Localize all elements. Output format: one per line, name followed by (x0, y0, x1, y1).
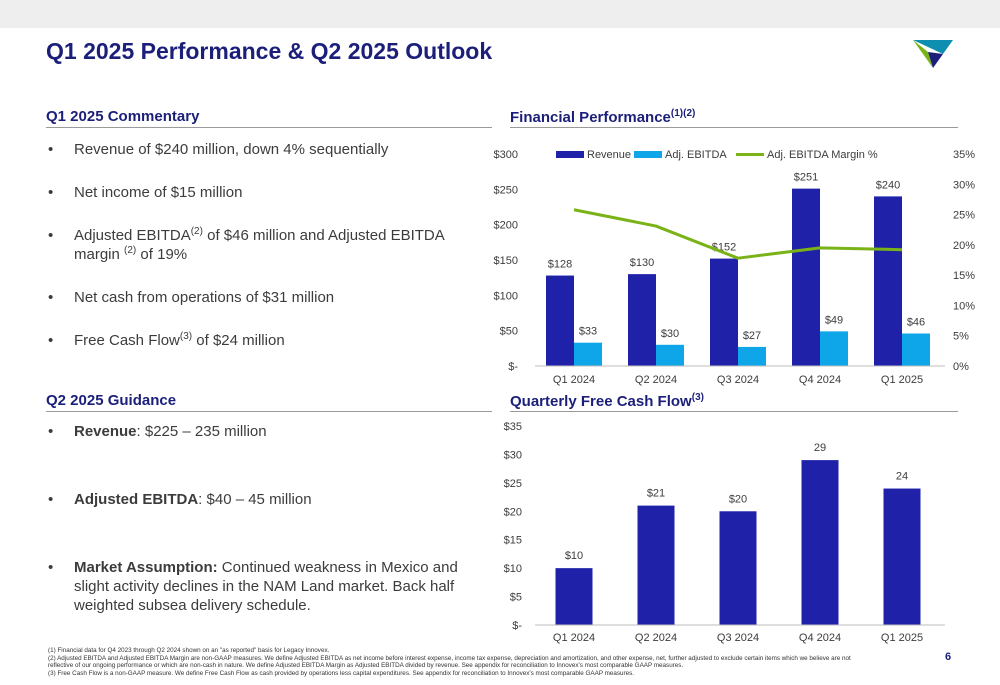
x-tick-label: Q1 2024 (553, 632, 595, 644)
commentary-list: Revenue of $240 million, down 4% sequent… (46, 140, 466, 350)
y-tick-label: $- (508, 361, 518, 373)
guidance-item: Market Assumption: Continued weakness in… (46, 558, 466, 615)
x-tick-label: Q3 2024 (717, 374, 759, 386)
guidance-heading: Q2 2025 Guidance (46, 392, 177, 409)
commentary-heading: Q1 2025 Commentary (46, 108, 200, 125)
fcf-heading: Quarterly Free Cash Flow(3) (510, 392, 704, 410)
y2-tick-label: 35% (953, 149, 975, 161)
guidance-rule (46, 411, 492, 412)
ebitda-bar (656, 344, 684, 366)
fcf-data-label: $10 (565, 550, 583, 562)
revenue-data-label: $251 (794, 172, 818, 184)
y-tick-label: $50 (500, 326, 518, 338)
ebitda-bar (902, 333, 930, 366)
footnote: (2) Adjusted EBITDA and Adjusted EBITDA … (48, 654, 851, 662)
revenue-data-label: $130 (630, 257, 654, 269)
x-tick-label: Q2 2024 (635, 374, 677, 386)
footnotes: (1) Financial data for Q4 2023 through Q… (48, 647, 948, 677)
financial-heading: Financial Performance(1)(2) (510, 108, 696, 126)
legend-swatch (736, 153, 764, 156)
y2-tick-label: 0% (953, 361, 969, 373)
company-logo-icon (913, 40, 953, 68)
x-tick-label: Q1 2025 (881, 632, 923, 644)
footnote: (1) Financial data for Q4 2023 through Q… (48, 647, 330, 654)
revenue-bar (628, 274, 656, 366)
ebitda-bar (820, 331, 848, 366)
top-bar (0, 0, 1000, 28)
y-tick-label: $100 (494, 290, 518, 302)
revenue-data-label: $240 (876, 179, 900, 191)
guidance-item: Revenue: $225 – 235 million (46, 422, 466, 441)
revenue-bar (546, 275, 574, 366)
y-tick-label: $20 (504, 506, 522, 518)
legend-swatch (634, 151, 662, 158)
ebitda-data-label: $46 (907, 316, 925, 328)
revenue-bar (792, 188, 820, 366)
y-tick-label: $200 (494, 220, 518, 232)
fcf-bar (801, 460, 839, 625)
commentary-item: Revenue of $240 million, down 4% sequent… (46, 140, 466, 159)
y-tick-label: $35 (504, 421, 522, 433)
legend-swatch (556, 151, 584, 158)
footnote: reflective of our ongoing performance or… (48, 662, 684, 670)
y2-tick-label: 25% (953, 210, 975, 222)
commentary-item: Net income of $15 million (46, 183, 466, 202)
ebitda-bar (738, 346, 766, 366)
revenue-bar (874, 196, 902, 366)
financial-rule (510, 127, 958, 128)
x-tick-label: Q3 2024 (717, 632, 759, 644)
fcf-bar (883, 488, 921, 625)
x-tick-label: Q2 2024 (635, 632, 677, 644)
fcf-bar (637, 505, 675, 625)
ebitda-data-label: $33 (579, 326, 597, 338)
fcf-data-label: $20 (729, 493, 747, 505)
x-tick-label: Q1 2025 (881, 374, 923, 386)
y-tick-label: $300 (494, 149, 518, 161)
fcf-bar (719, 511, 757, 625)
margin-line (573, 208, 903, 260)
page-title: Q1 2025 Performance & Q2 2025 Outlook (46, 38, 493, 64)
legend-label: Adj. EBITDA (665, 149, 727, 161)
fcf-data-label: 24 (896, 471, 908, 483)
fcf-data-label: 29 (814, 442, 826, 454)
guidance-item: Adjusted EBITDA: $40 – 45 million (46, 490, 466, 509)
legend-label: Revenue (587, 149, 631, 161)
y-tick-label: $5 (510, 592, 522, 604)
commentary-item: Adjusted EBITDA(2) of $46 million and Ad… (46, 226, 466, 264)
y-tick-label: $30 (504, 449, 522, 461)
commentary-rule (46, 127, 492, 128)
y-tick-label: $10 (504, 563, 522, 575)
ebitda-bar (574, 342, 602, 366)
revenue-bar (710, 258, 738, 366)
y-tick-label: $25 (504, 478, 522, 490)
ebitda-data-label: $49 (825, 314, 843, 326)
ebitda-data-label: $30 (661, 328, 679, 340)
y2-tick-label: 5% (953, 331, 969, 343)
y2-tick-label: 20% (953, 240, 975, 252)
revenue-data-label: $128 (548, 259, 572, 271)
y-tick-label: $- (512, 620, 522, 632)
x-tick-label: Q4 2024 (799, 632, 841, 644)
guidance-list: Revenue: $225 – 235 million Adjusted EBI… (46, 422, 466, 615)
x-tick-label: Q1 2024 (553, 374, 595, 386)
x-tick-label: Q4 2024 (799, 374, 841, 386)
y2-tick-label: 30% (953, 179, 975, 191)
y-tick-label: $250 (494, 184, 518, 196)
fcf-bar (555, 568, 593, 625)
legend-label: Adj. EBITDA Margin % (767, 149, 878, 161)
page-number: 6 (945, 651, 952, 663)
fcf-data-label: $21 (647, 488, 665, 500)
y2-tick-label: 10% (953, 300, 975, 312)
y-tick-label: $15 (504, 535, 522, 547)
commentary-item: Net cash from operations of $31 million (46, 288, 466, 307)
y2-tick-label: 15% (953, 270, 975, 282)
commentary-item: Free Cash Flow(3) of $24 million (46, 331, 466, 350)
footnote: (3) Free Cash Flow is a non-GAAP measure… (48, 669, 635, 677)
y-tick-label: $150 (494, 255, 518, 267)
fcf-rule (510, 411, 958, 412)
ebitda-data-label: $27 (743, 330, 761, 342)
